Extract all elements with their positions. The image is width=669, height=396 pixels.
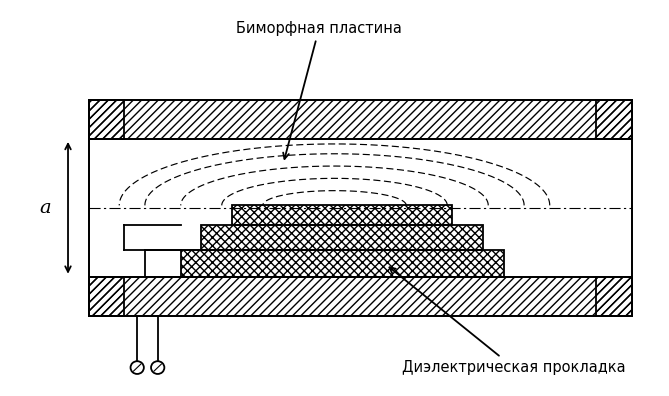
Bar [201, 225, 483, 249]
Bar [181, 249, 504, 277]
Bar [88, 100, 632, 139]
Text: Биморфная пластина: Биморфная пластина [236, 21, 402, 159]
Bar [88, 277, 124, 316]
Bar [232, 206, 452, 225]
Text: a: a [39, 199, 51, 217]
Bar [88, 277, 632, 316]
Bar [596, 100, 632, 139]
Text: Диэлектрическая прокладка: Диэлектрическая прокладка [389, 267, 626, 375]
Bar [88, 100, 124, 139]
Bar [596, 277, 632, 316]
